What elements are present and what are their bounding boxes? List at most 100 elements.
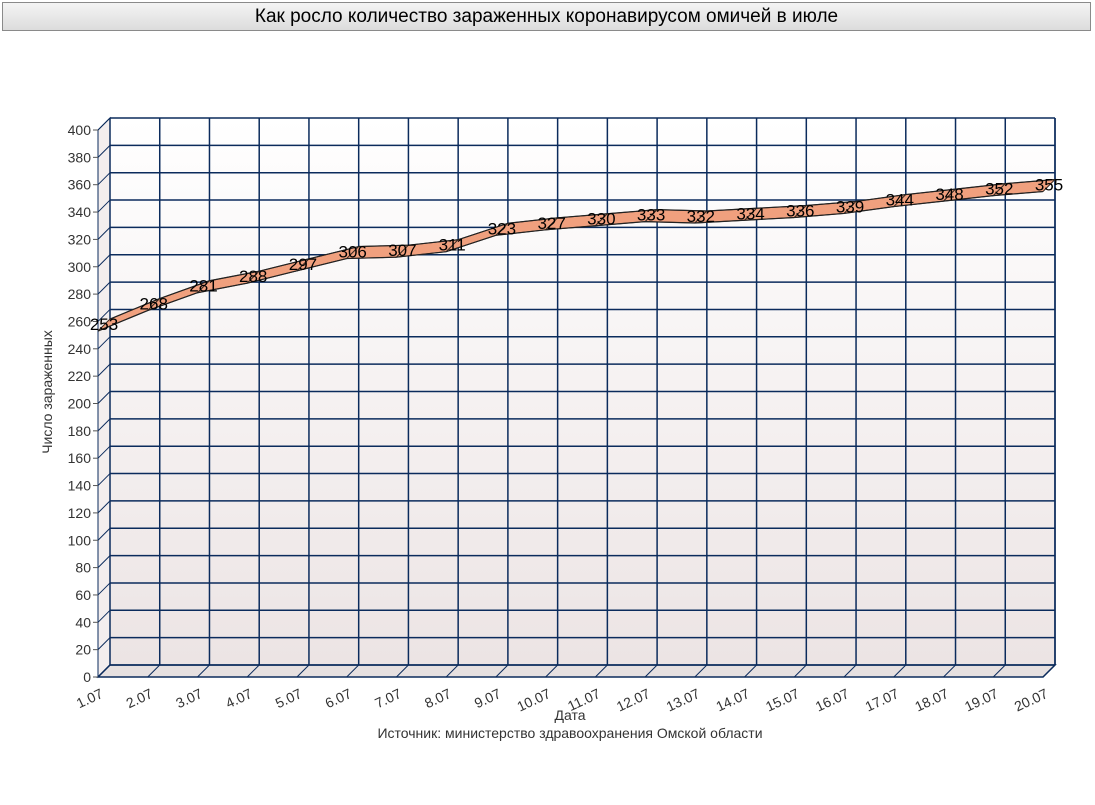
y-tick-label: 340 — [68, 204, 92, 220]
y-axis-title: Число зараженных — [39, 330, 55, 454]
wall-gridline — [97, 144, 111, 158]
floor-gridline — [445, 664, 459, 678]
x-tick-label: 17.07 — [863, 685, 902, 714]
data-label: 253 — [90, 315, 118, 334]
data-label: 333 — [637, 206, 665, 225]
x-tick-label: 9.07 — [472, 685, 504, 711]
floor-gridline — [197, 664, 210, 678]
data-label: 281 — [189, 277, 217, 296]
data-label: 355 — [1035, 176, 1063, 195]
wall-gridline — [97, 281, 111, 295]
data-label: 352 — [985, 180, 1013, 199]
data-label: 323 — [488, 219, 516, 238]
x-tick-label: 19.07 — [962, 685, 1001, 714]
y-tick-label: 140 — [68, 478, 92, 494]
wall-gridline — [97, 391, 111, 404]
y-tick-label: 200 — [68, 396, 92, 412]
data-label: 336 — [786, 202, 814, 221]
source-note: Источник: министерство здравоохранения О… — [377, 725, 762, 741]
wall-gridline — [97, 254, 111, 268]
data-label: 330 — [587, 210, 615, 229]
wall-gridline — [97, 117, 111, 131]
data-label: 339 — [836, 197, 864, 216]
y-tick-label: 80 — [75, 560, 91, 576]
data-label: 327 — [537, 214, 565, 233]
floor-gridline — [595, 664, 608, 678]
y-tick-label: 60 — [75, 587, 91, 603]
series-ribbon — [97, 178, 1057, 332]
y-tick-label: 360 — [68, 177, 92, 193]
wall-gridline — [97, 418, 111, 432]
wall-gridline — [97, 609, 111, 623]
y-tick-label: 260 — [68, 313, 92, 329]
x-tick-label: 7.07 — [372, 685, 404, 711]
floor-gridline — [246, 664, 260, 678]
floor-gridline — [893, 664, 907, 678]
x-tick-label: 4.07 — [223, 685, 255, 711]
y-tick-label: 380 — [68, 149, 92, 165]
floor-gridline — [992, 664, 1006, 678]
wall-gridline — [97, 500, 111, 514]
floor-gridline — [495, 664, 509, 678]
floor-gridline — [843, 664, 857, 678]
wall-gridline — [97, 527, 111, 541]
floor-gridline — [346, 664, 360, 678]
data-label: 332 — [687, 207, 715, 226]
wall-gridline — [97, 637, 111, 651]
y-tick-label: 120 — [68, 505, 92, 521]
y-tick-label: 20 — [75, 642, 91, 658]
x-tick-label: 16.07 — [813, 685, 852, 714]
y-tick-label: 160 — [68, 450, 92, 466]
y-tick-label: 300 — [68, 259, 92, 275]
x-axis-title: Дата — [554, 707, 585, 723]
wall-gridline — [97, 309, 111, 322]
x-tick-label: 8.07 — [422, 685, 454, 711]
data-label: 334 — [736, 204, 764, 223]
x-tick-label: 18.07 — [912, 685, 951, 714]
wall-gridline — [97, 199, 111, 213]
data-label: 344 — [886, 191, 914, 210]
y-tick-label: 40 — [75, 614, 91, 630]
data-label: 268 — [140, 295, 168, 314]
x-tick-label: 6.07 — [322, 685, 354, 711]
y-tick-label: 400 — [68, 122, 92, 138]
y-tick-label: 320 — [68, 231, 92, 247]
data-label: 348 — [935, 185, 963, 204]
data-label: 306 — [338, 243, 366, 262]
data-label: 311 — [439, 236, 466, 255]
floor-gridline — [744, 664, 757, 678]
data-label: 297 — [289, 255, 317, 274]
floor-gridline — [793, 664, 807, 678]
wall-gridline — [97, 172, 111, 186]
x-tick-label: 20.07 — [1012, 685, 1051, 714]
x-tick-label: 10.07 — [514, 685, 553, 714]
x-tick-label: 3.07 — [173, 685, 205, 711]
y-tick-label: 280 — [68, 286, 92, 302]
x-tick-label: 14.07 — [713, 685, 752, 714]
y-tick-label: 100 — [68, 532, 92, 548]
series-line-back — [109, 178, 1056, 320]
floor-gridline — [147, 664, 161, 678]
x-tick-label: 2.07 — [124, 685, 156, 711]
series-line-front — [97, 190, 1044, 332]
chart-title: Как росло количество зараженных коронави… — [2, 2, 1091, 31]
plot-area: 0 20 40 60 80 100 120 140 160 180 200 220 240 260 280 3… — [68, 116, 1057, 715]
floor-gridline — [694, 664, 708, 678]
data-label: 288 — [239, 267, 267, 286]
wall-gridline — [97, 445, 111, 459]
wall-gridline — [97, 227, 111, 240]
data-label: 307 — [388, 241, 416, 260]
y-tick-label: 180 — [68, 423, 92, 439]
x-tick-label: 15.07 — [763, 685, 802, 714]
x-tick-label: 13.07 — [664, 685, 703, 714]
y-tick-label: 240 — [68, 341, 92, 357]
floor-gridline — [296, 664, 310, 678]
x-tick-label: 1.07 — [74, 685, 106, 711]
wall-gridline — [97, 582, 111, 596]
floor — [96, 664, 1057, 678]
y-tick-label: 0 — [83, 669, 91, 685]
wall-gridline — [97, 336, 111, 350]
floor-gridline — [1042, 664, 1056, 678]
x-tick-label: 5.07 — [273, 685, 305, 711]
